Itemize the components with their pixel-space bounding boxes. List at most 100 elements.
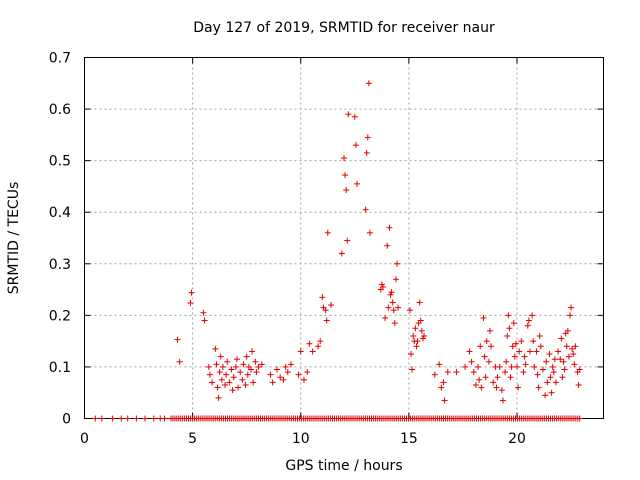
data-point — [273, 366, 280, 373]
data-point — [258, 361, 265, 368]
data-point — [206, 371, 213, 378]
y-tick-label: 0.1 — [49, 360, 71, 376]
data-point — [267, 371, 274, 378]
data-point — [244, 371, 251, 378]
y-tick-label: 0.3 — [49, 257, 71, 273]
data-point — [216, 369, 223, 376]
data-point — [252, 358, 259, 365]
data-point — [576, 366, 583, 373]
data-point — [379, 283, 386, 290]
data-point — [200, 309, 207, 316]
data-point — [253, 369, 260, 376]
data-point — [297, 348, 304, 355]
data-point — [504, 332, 511, 339]
data-point — [552, 379, 559, 386]
data-point — [386, 224, 393, 231]
data-point — [560, 358, 567, 365]
x-tick-label: 15 — [400, 431, 418, 447]
data-point — [344, 237, 351, 244]
data-point — [209, 379, 216, 386]
data-point — [248, 366, 255, 373]
data-point — [413, 343, 420, 350]
data-point — [229, 387, 236, 394]
y-tick-label: 0.7 — [49, 51, 71, 67]
data-point — [533, 348, 540, 355]
data-point — [514, 363, 520, 370]
data-point — [490, 379, 497, 386]
data-point — [475, 363, 482, 370]
y-axis-label: SRMTID / TECUs — [6, 182, 22, 295]
data-point — [561, 366, 568, 373]
data-point — [571, 361, 578, 368]
data-point — [212, 345, 219, 352]
data-point — [503, 358, 510, 365]
data-point — [319, 294, 326, 301]
data-point — [243, 353, 250, 360]
data-point — [118, 415, 125, 422]
data-point — [522, 361, 529, 368]
data-point — [230, 374, 237, 381]
data-point — [342, 172, 349, 179]
data-point — [499, 397, 506, 404]
data-point — [223, 371, 230, 378]
data-point — [547, 374, 554, 381]
data-point — [498, 387, 505, 394]
data-point — [565, 353, 572, 360]
data-point — [546, 351, 553, 358]
data-point — [493, 384, 500, 391]
data-point — [92, 415, 99, 422]
data-point — [365, 80, 372, 87]
data-point — [351, 113, 358, 120]
data-point — [218, 376, 225, 383]
data-point — [304, 369, 311, 376]
data-point — [239, 376, 246, 383]
data-point — [387, 291, 394, 298]
data-point — [237, 369, 244, 376]
data-point — [494, 374, 501, 381]
data-point — [441, 397, 448, 404]
data-point — [453, 369, 460, 376]
data-point — [521, 353, 528, 360]
data-point — [393, 260, 400, 267]
data-point — [477, 343, 484, 350]
data-point — [353, 180, 360, 187]
data-point — [315, 343, 322, 350]
data-point — [364, 134, 371, 141]
data-point — [544, 379, 551, 386]
x-tick-label: 10 — [292, 431, 310, 447]
data-point — [551, 356, 558, 363]
data-point — [408, 351, 415, 358]
data-point — [496, 363, 503, 370]
x-tick-labels: 0 5 10 15 20 — [80, 431, 526, 447]
data-point — [388, 289, 395, 296]
data-point — [363, 149, 370, 156]
chart-title: Day 127 of 2019, SRMTID for receiver nau… — [193, 20, 495, 36]
data-point — [324, 229, 331, 236]
data-point — [410, 332, 417, 339]
data-point — [187, 299, 194, 306]
data-point — [385, 304, 392, 311]
data-point — [300, 376, 307, 383]
data-point — [502, 369, 509, 376]
data-point — [440, 379, 447, 386]
data-point — [233, 356, 240, 363]
data-point — [558, 335, 565, 342]
data-point — [176, 358, 183, 365]
data-point — [242, 381, 249, 388]
data-point — [322, 307, 329, 314]
data-point — [507, 374, 514, 381]
data-point — [568, 304, 575, 311]
data-point — [295, 371, 302, 378]
data-point — [530, 338, 537, 345]
data-point — [323, 317, 330, 324]
data-point — [572, 343, 579, 350]
data-point — [98, 415, 105, 422]
data-point — [150, 415, 157, 422]
data-point — [338, 250, 345, 257]
data-point — [555, 348, 562, 355]
data-point — [343, 187, 350, 194]
data-point — [161, 415, 168, 422]
data-point — [124, 415, 131, 422]
data-point — [549, 363, 556, 370]
data-point — [188, 289, 195, 296]
